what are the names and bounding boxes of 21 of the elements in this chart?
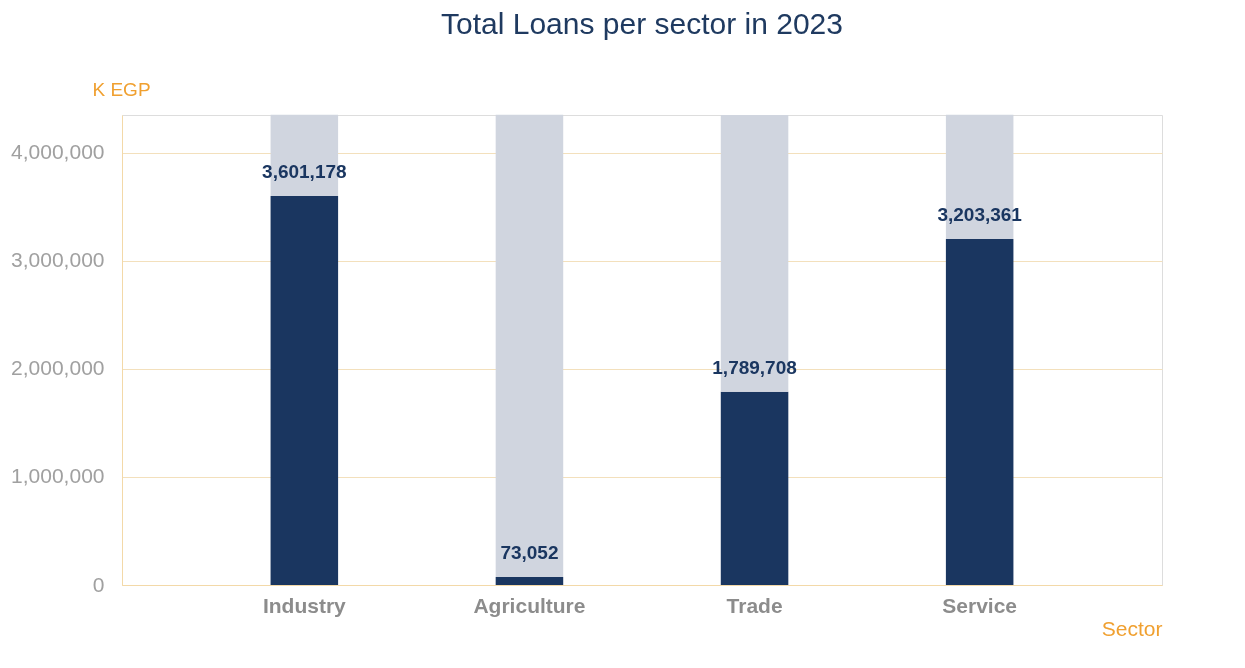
y-tick-label: 2,000,000 bbox=[11, 356, 105, 380]
y-axis-title: K EGP bbox=[92, 78, 151, 100]
data-label: 73,052 bbox=[500, 542, 559, 564]
x-tick-label: Agriculture bbox=[473, 593, 586, 617]
x-axis-title: Sector bbox=[1101, 616, 1163, 640]
y-tick-label: 3,000,000 bbox=[11, 248, 105, 272]
x-tick-label: Service bbox=[942, 593, 1018, 617]
y-tick-label: 4,000,000 bbox=[11, 140, 105, 164]
bar bbox=[495, 577, 564, 585]
data-label: 1,789,708 bbox=[712, 356, 797, 378]
bar bbox=[720, 391, 789, 585]
x-tick-label: Trade bbox=[726, 593, 783, 617]
y-tick-label: 1,000,000 bbox=[11, 464, 105, 488]
chart-title: Total Loans per sector in 2023 bbox=[441, 7, 843, 40]
bar bbox=[495, 114, 564, 578]
x-tick-label: Industry bbox=[262, 593, 347, 617]
y-tick-label: 0 bbox=[92, 572, 105, 596]
data-label: 3,601,178 bbox=[262, 160, 347, 182]
data-label: 3,203,361 bbox=[937, 203, 1023, 225]
bar bbox=[270, 195, 339, 585]
bar bbox=[945, 238, 1014, 585]
